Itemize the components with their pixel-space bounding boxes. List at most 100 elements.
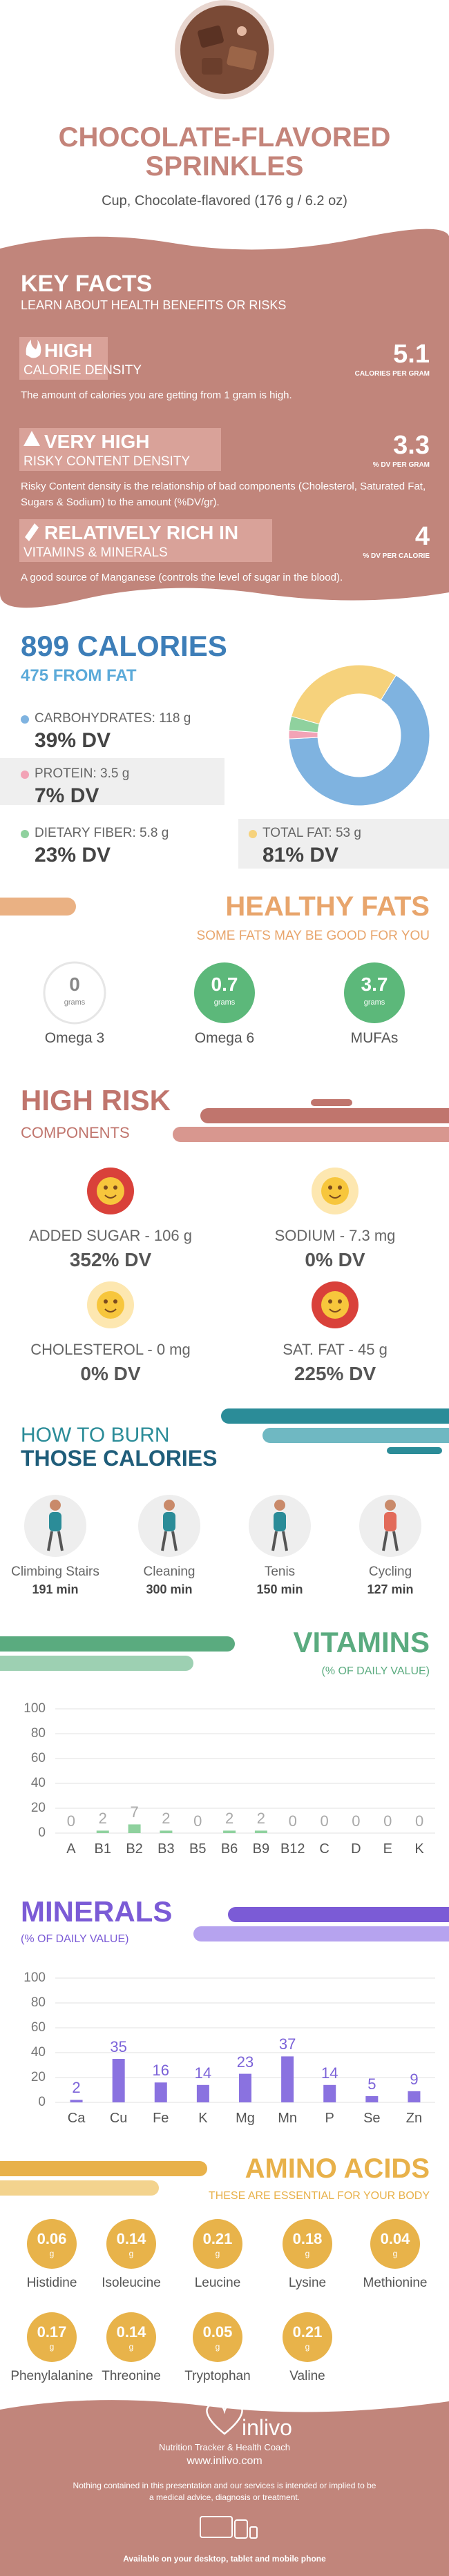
decoration [0,1636,235,1652]
decoration [0,1656,193,1671]
bar [96,1830,109,1833]
fact-text: The amount of calories you are getting f… [21,389,292,401]
section-subtitle: LEARN ABOUT HEALTH BENEFITS OR RISKS [21,298,287,312]
risk-mouth [104,1308,117,1313]
fact-text: Risky Content density is the relationshi… [21,481,426,508]
bar-value-label: 0 [352,1812,361,1830]
activity-leg [57,1531,64,1551]
decoration [173,1127,449,1142]
bar [223,1830,236,1833]
amino-unit: g [392,2249,398,2258]
amino-value: 0.14 [116,2230,146,2247]
x-tick-label: Zn [405,2111,423,2126]
macro-name: CARBOHYDRATES: [35,711,155,726]
macro-grams: 3.5 [100,766,119,781]
fact-unit: % DV PER GRAM [372,461,430,469]
label-box [19,428,221,471]
bar [365,2096,379,2102]
donut-segment [291,664,397,725]
section-subtitle: SOME FATS MAY BE GOOD FOR YOU [196,929,430,943]
section-title: THOSE CALORIES [21,1446,218,1471]
calories-title: 899 CALORIES [21,630,227,662]
amino-value: 0.21 [292,2323,323,2341]
legend-dot [21,830,29,838]
x-tick-label: Se [363,2111,381,2126]
x-tick-label: E [383,1841,392,1857]
fact-level: HIGH [44,340,93,361]
risk-eye [328,1299,332,1304]
x-tick-label: B1 [94,1841,111,1857]
amino-circle [27,2312,77,2362]
x-tick-label: B9 [252,1841,270,1857]
chocolate-piece [198,25,224,48]
risk-eye [338,1185,342,1190]
risk-dv: 0% DV [80,1363,141,1384]
fact-value: 3.3 [393,431,430,460]
activity-leg [392,1531,399,1551]
y-tick-label: 0 [38,2095,46,2109]
fact-text: A good source of Manganese (controls the… [21,572,343,583]
food-photo-inner [180,6,269,94]
risk-eye [113,1299,117,1304]
risk-mouth [329,1308,341,1313]
bar [128,1824,141,1833]
macro-unit: g [161,826,169,840]
macro-dv: 39% DV [35,729,111,752]
risk-mouth [329,1194,341,1199]
activity-name: Tenis [264,1565,296,1579]
activity-head [164,1500,175,1511]
activity-name: Climbing Stairs [11,1565,99,1579]
fact-value: 5.1 [393,340,430,369]
disclaimer: Nothing contained in this presentation a… [73,2481,376,2502]
macro-dv: 81% DV [262,844,339,866]
x-tick-label: P [325,2111,334,2126]
macro-name: PROTEIN: [35,766,97,781]
macro-label: CARBOHYDRATES: 118 g [35,711,235,726]
x-tick-label: A [66,1841,76,1857]
risk-eye [113,1185,117,1190]
logo-heart [206,2403,243,2435]
y-tick-label: 20 [30,2070,46,2084]
bar-value-label: 5 [367,2075,376,2093]
bar-value-label: 0 [193,1812,202,1830]
bar-value-label: 14 [321,2064,338,2082]
activity-time: 150 min [256,1582,303,1596]
legend-dot [21,715,29,724]
amino-circle [106,2219,156,2269]
macro-name: DIETARY FIBER: [35,826,136,840]
risk-face [321,1177,349,1205]
y-tick-label: 80 [30,1726,46,1741]
amino-name: Isoleucine [102,2276,161,2290]
x-tick-label: Mg [236,2111,255,2126]
decoration [262,1428,449,1443]
x-tick-label: B6 [220,1841,238,1857]
activity-leg [282,1531,288,1551]
bar [254,1830,267,1833]
donut-segment [288,675,430,806]
flame-icon [26,340,41,358]
activity-leg [171,1531,178,1551]
decoration [221,1408,449,1424]
amino-name: Valine [289,2369,325,2383]
x-tick-label: B12 [280,1841,305,1857]
activity-leg [161,1531,167,1551]
decoration [311,1099,352,1106]
brand: inlivo [242,2415,292,2440]
bar-value-label: 0 [414,1812,424,1830]
risk-face [321,1291,349,1319]
section-title: HIGH RISK [21,1084,171,1116]
page-subtitle: Cup, Chocolate-flavored (176 g / 6.2 oz) [102,193,347,209]
fact-level: VERY HIGH [44,431,150,452]
amino-unit: g [128,2342,134,2352]
amino-name: Leucine [194,2276,241,2290]
legend-dot [21,771,29,779]
bar [70,2100,83,2102]
device-icon [200,2516,233,2538]
fact-value: 4 [414,522,430,551]
decoration [200,1108,449,1123]
risk-eye [338,1299,342,1304]
bar-value-label: 2 [162,1810,171,1828]
y-tick-label: 0 [38,1826,46,1840]
